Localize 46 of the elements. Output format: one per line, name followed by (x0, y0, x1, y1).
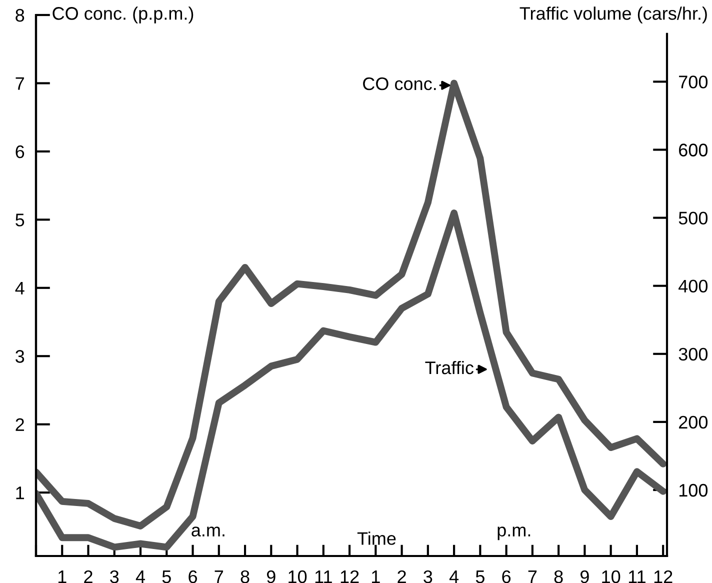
y2-tick-label: 100 (679, 484, 708, 497)
x-tick-label: 7 (528, 570, 537, 583)
y-tick-label: 3 (16, 350, 24, 363)
x-tick-label: 7 (214, 570, 224, 583)
annotation: CO conc. (363, 77, 436, 90)
x-tick-label: 5 (476, 570, 484, 583)
x-tick-label: 10 (288, 570, 307, 583)
x-tick-label: 2 (398, 570, 406, 583)
x-tick-label: 6 (188, 570, 197, 583)
y-tick-label: 5 (16, 214, 24, 226)
x-tick-label: 10 (602, 570, 620, 583)
y-tick-label: 2 (16, 418, 24, 431)
x-tick-label: 1 (58, 570, 66, 583)
x-tick-label: 3 (110, 570, 119, 583)
x-tick-label: 12 (654, 570, 672, 583)
x-tick-label: 1 (372, 570, 380, 583)
x-tick-label: 9 (266, 570, 276, 583)
y2-axis-title: Traffic volume (cars/hr.) (520, 6, 707, 24)
y-axis-title: CO conc. (p.p.m.) (52, 6, 194, 24)
x-tick-label: 4 (136, 570, 146, 583)
x-tick-label: 11 (628, 570, 646, 583)
x-tick-label: 5 (162, 570, 171, 583)
x-tick-label: 2 (84, 570, 92, 583)
x-tick-label: 8 (554, 570, 563, 583)
y-tick-label: 6 (16, 145, 24, 158)
y2-tick-label: 300 (678, 348, 708, 361)
y-tick-label: 4 (15, 282, 24, 294)
y2-tick-label: 700 (679, 76, 708, 88)
x-tick-label: 11 (315, 570, 332, 583)
annotation: Traffic (425, 360, 474, 374)
annotation: p.m. (498, 526, 530, 540)
annotation: a.m. (192, 526, 224, 536)
y2-tick-label: 500 (678, 212, 708, 225)
y2-tick-label: 200 (679, 416, 708, 429)
y2-tick-label: 400 (678, 280, 708, 293)
y-tick-label: 1 (16, 486, 24, 500)
x-tick-label: 6 (502, 570, 511, 583)
x-tick-label: 8 (240, 570, 250, 583)
x-tick-label: 9 (580, 570, 589, 583)
x-tick-label: 12 (340, 570, 359, 583)
x-tick-label: 4 (449, 570, 459, 583)
x-tick-label: 3 (424, 570, 432, 583)
x-axis-title: Time (357, 532, 396, 545)
y2-tick-label: 600 (679, 144, 708, 156)
y-tick-label: 7 (16, 77, 24, 90)
y-tick-label: 8 (16, 8, 24, 22)
